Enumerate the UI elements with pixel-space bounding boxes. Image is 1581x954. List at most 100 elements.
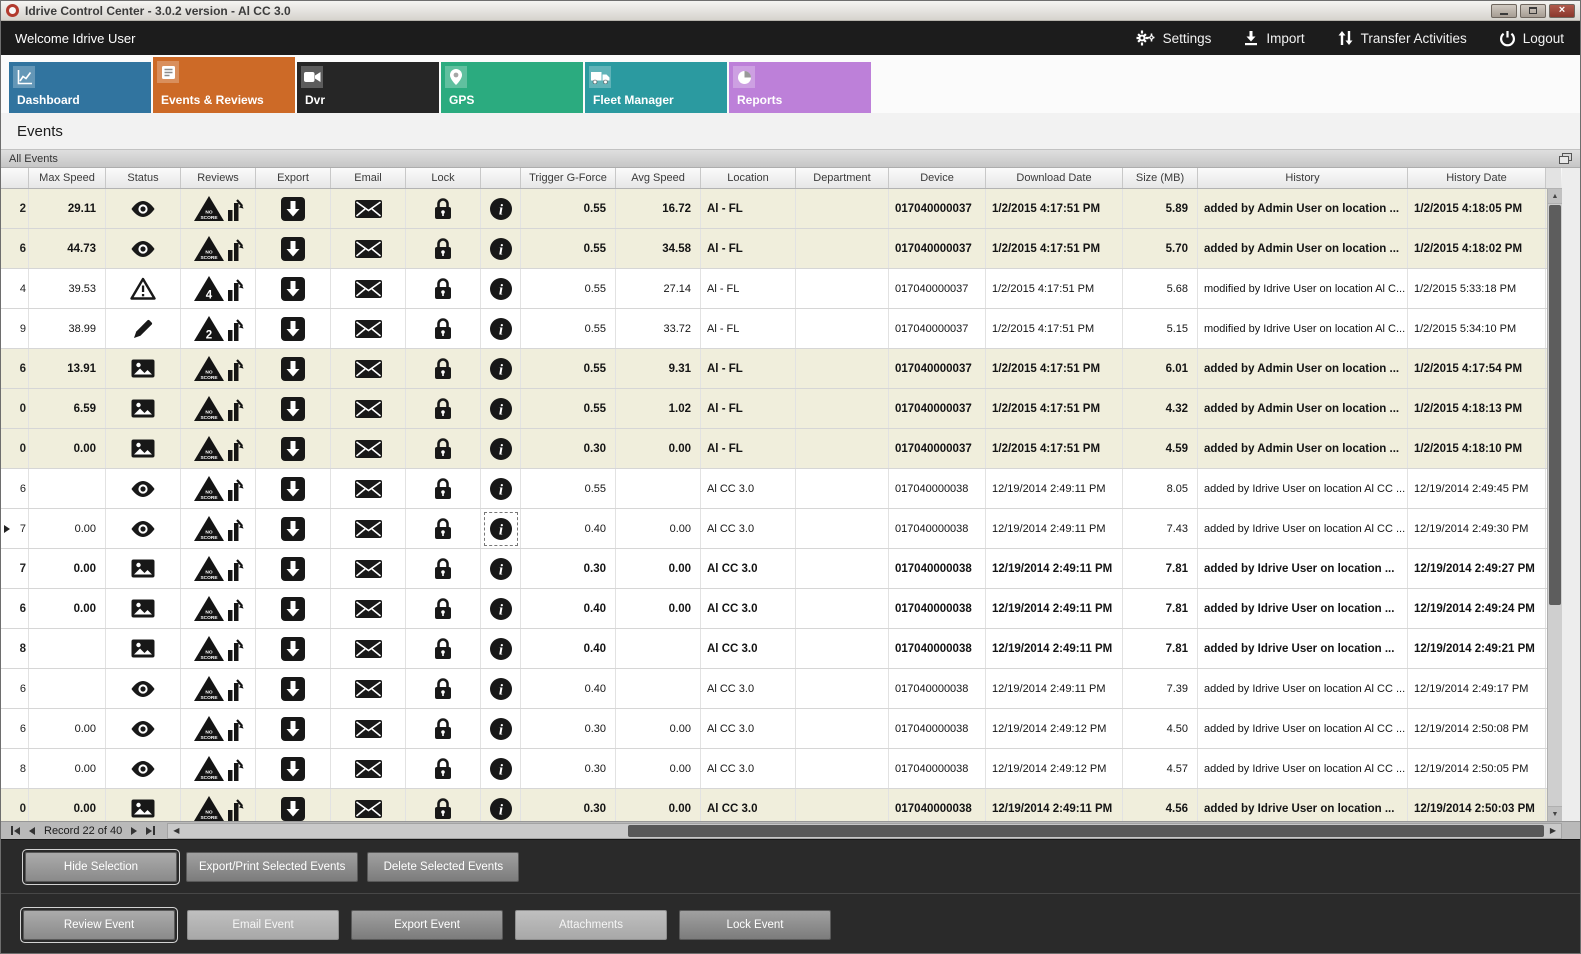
column-header-history-date[interactable]: History Date (1408, 168, 1546, 188)
table-row[interactable]: 2 29.11 NO SCORE i 0.55 16.72 Al - FL 0170400000… (1, 189, 1547, 229)
maximize-button[interactable] (1520, 3, 1546, 18)
email-icon[interactable] (354, 679, 382, 698)
lock-icon[interactable] (434, 197, 452, 220)
column-header-department[interactable]: Department (796, 168, 889, 188)
export-icon[interactable] (281, 556, 305, 581)
info-icon[interactable]: i (489, 797, 513, 821)
email-icon[interactable] (354, 559, 382, 578)
info-icon[interactable]: i (489, 557, 513, 581)
logout-button[interactable]: Logout (1499, 30, 1564, 47)
export-icon[interactable] (281, 476, 305, 501)
export-icon[interactable] (281, 716, 305, 741)
scroll-down-icon[interactable]: ▼ (1548, 806, 1562, 821)
lock-icon[interactable] (434, 597, 452, 620)
info-icon[interactable]: i (489, 277, 513, 301)
email-icon[interactable] (354, 599, 382, 618)
info-icon[interactable]: i (489, 477, 513, 501)
attachments-button[interactable]: Attachments (515, 909, 667, 940)
info-icon[interactable]: i (489, 197, 513, 221)
close-button[interactable]: × (1549, 3, 1575, 18)
vertical-scroll-thumb[interactable] (1549, 205, 1561, 605)
lock-icon[interactable] (434, 677, 452, 700)
export-icon[interactable] (281, 636, 305, 661)
info-icon[interactable]: i (489, 757, 513, 781)
minimize-button[interactable] (1491, 3, 1517, 18)
info-icon[interactable]: i (489, 717, 513, 741)
column-header-status[interactable]: Status (106, 168, 181, 188)
horizontal-scrollbar[interactable]: ◀ ▶ (167, 822, 1562, 839)
export-icon[interactable] (281, 596, 305, 621)
column-header-lock[interactable]: Lock (406, 168, 481, 188)
table-row[interactable]: 6 NO SCORE i 0.55 Al CC 3.0 017040000038 12/19/… (1, 469, 1547, 509)
table-row[interactable]: 6 13.91 NO SCORE i 0.55 9.31 Al - FL 01704000003… (1, 349, 1547, 389)
info-icon[interactable]: i (489, 437, 513, 461)
email-icon[interactable] (354, 639, 382, 658)
column-header-export[interactable]: Export (256, 168, 331, 188)
next-record-button[interactable] (131, 826, 138, 835)
info-icon[interactable]: i (489, 597, 513, 621)
column-header-download-date[interactable]: Download Date (986, 168, 1123, 188)
lock-icon[interactable] (434, 277, 452, 300)
hide-selection-button[interactable]: Hide Selection (25, 851, 177, 882)
email-icon[interactable] (354, 759, 382, 778)
column-header-email[interactable]: Email (331, 168, 406, 188)
column-header-trigger-g-force[interactable]: Trigger G-Force (521, 168, 616, 188)
export-icon[interactable] (281, 516, 305, 541)
lock-event-button[interactable]: Lock Event (679, 909, 831, 940)
table-row[interactable]: 7 0.00 NO SCORE i 0.30 0.00 Al CC 3.0 0170400000… (1, 549, 1547, 589)
email-icon[interactable] (354, 479, 382, 498)
export-event-button[interactable]: Export Event (351, 909, 503, 940)
lock-icon[interactable] (434, 317, 452, 340)
email-icon[interactable] (354, 519, 382, 538)
column-header-reviews[interactable]: Reviews (181, 168, 256, 188)
lock-icon[interactable] (434, 437, 452, 460)
export-icon[interactable] (281, 756, 305, 781)
review-event-button[interactable]: Review Event (23, 909, 175, 940)
email-icon[interactable] (354, 359, 382, 378)
email-icon[interactable] (354, 279, 382, 298)
email-icon[interactable] (354, 319, 382, 338)
transfer-activities-button[interactable]: Transfer Activities (1337, 30, 1467, 46)
tab-reports[interactable]: Reports (729, 62, 871, 113)
table-row[interactable]: 7 0.00 NO SCORE i 0.40 0.00 Al CC 3.0 0170400000… (1, 509, 1547, 549)
table-row[interactable]: 6 44.73 NO SCORE i 0.55 34.58 Al - FL 0170400000… (1, 229, 1547, 269)
lock-icon[interactable] (434, 557, 452, 580)
lock-icon[interactable] (434, 397, 452, 420)
lock-icon[interactable] (434, 717, 452, 740)
column-header-location[interactable]: Location (701, 168, 796, 188)
export-icon[interactable] (281, 316, 305, 341)
tab-dashboard[interactable]: Dashboard (9, 62, 151, 113)
settings-button[interactable]: Settings (1135, 29, 1211, 47)
table-row[interactable]: 0 0.00 NO SCORE i 0.30 0.00 Al CC 3.0 0170400000… (1, 789, 1547, 821)
lock-icon[interactable] (434, 797, 452, 820)
email-icon[interactable] (354, 399, 382, 418)
info-icon[interactable]: i (489, 357, 513, 381)
export-icon[interactable] (281, 236, 305, 261)
table-row[interactable]: 6 NO SCORE i 0.40 Al CC 3.0 017040000038 12/19/… (1, 669, 1547, 709)
lock-icon[interactable] (434, 477, 452, 500)
info-icon[interactable]: i (489, 237, 513, 261)
email-icon[interactable] (354, 199, 382, 218)
table-row[interactable]: 6 0.00 NO SCORE i 0.30 0.00 Al CC 3.0 0170400000… (1, 709, 1547, 749)
tab-dvr[interactable]: Dvr (297, 62, 439, 113)
lock-icon[interactable] (434, 517, 452, 540)
export-icon[interactable] (281, 356, 305, 381)
export-icon[interactable] (281, 796, 305, 821)
export-icon[interactable] (281, 276, 305, 301)
tab-events[interactable]: Events & Reviews (153, 57, 295, 113)
lock-icon[interactable] (434, 237, 452, 260)
email-icon[interactable] (354, 719, 382, 738)
scroll-right-icon[interactable]: ▶ (1549, 826, 1557, 835)
info-icon[interactable]: i (489, 397, 513, 421)
horizontal-scroll-thumb[interactable] (627, 824, 1544, 837)
lock-icon[interactable] (434, 637, 452, 660)
email-icon[interactable] (354, 439, 382, 458)
table-row[interactable]: 0 0.00 NO SCORE i 0.30 0.00 Al - FL 017040000037… (1, 429, 1547, 469)
export-icon[interactable] (281, 196, 305, 221)
table-row[interactable]: 9 38.99 2 i 0.55 33.72 Al - FL 017040000037 1/2/… (1, 309, 1547, 349)
previous-record-button[interactable] (29, 826, 35, 835)
email-event-button[interactable]: Email Event (187, 909, 339, 940)
vertical-scrollbar[interactable]: ▲ ▼ (1547, 189, 1562, 821)
delete-selected-events-button[interactable]: Delete Selected Events (367, 851, 520, 882)
email-icon[interactable] (354, 799, 382, 818)
